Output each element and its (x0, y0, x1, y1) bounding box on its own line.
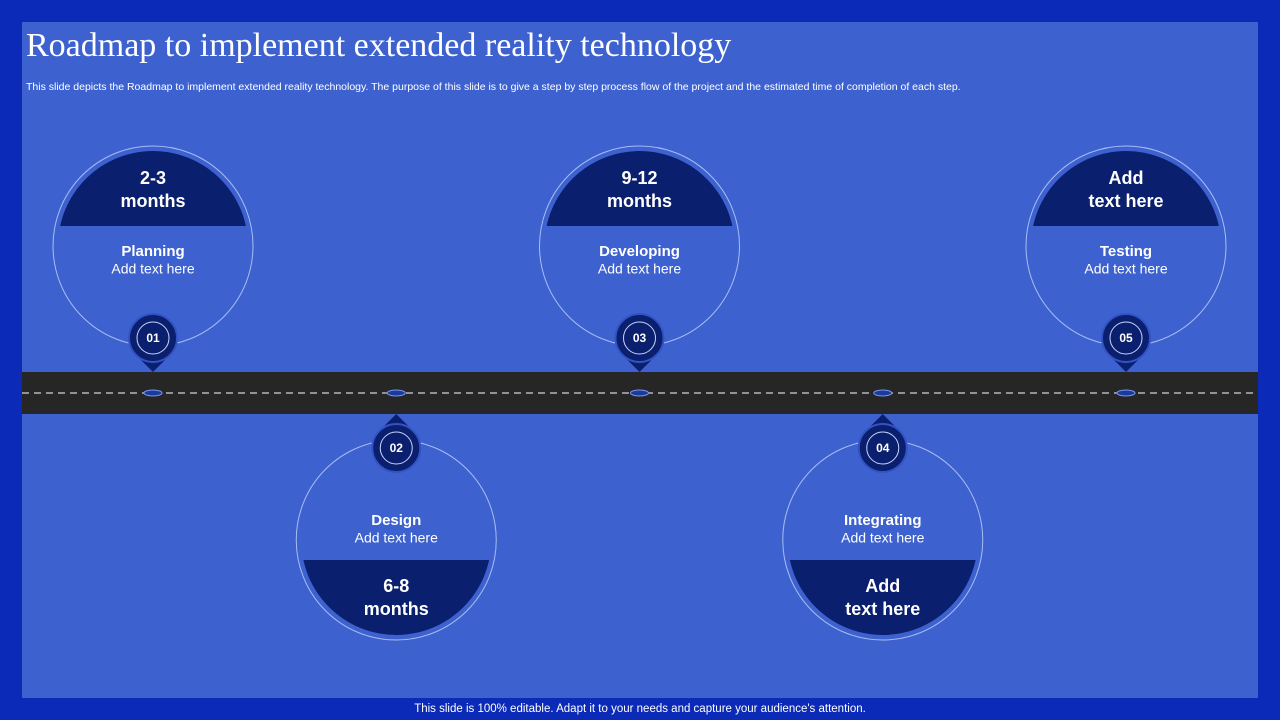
pin-ring (379, 431, 413, 465)
pin-ring (1109, 321, 1143, 355)
road-marker (143, 389, 163, 397)
step-name: Planning (121, 243, 184, 260)
road-marker (873, 389, 893, 397)
step-duration: Add (1109, 168, 1144, 188)
step-text: Add text here (111, 261, 194, 277)
subtitle: This slide depicts the Roadmap to implem… (26, 81, 961, 93)
road-marker (386, 389, 406, 397)
pin-ring (866, 431, 900, 465)
step-name: Developing (599, 243, 680, 260)
pin-ring (136, 321, 170, 355)
step-name: Integrating (844, 512, 922, 529)
step-name: Design (371, 512, 421, 529)
step-duration: months (121, 191, 186, 211)
pin (1101, 313, 1151, 363)
step-name: Testing (1100, 243, 1152, 260)
pin (614, 313, 665, 363)
step-text: Add text here (1084, 261, 1167, 277)
step-text: Add text here (355, 530, 438, 546)
road-marker (1116, 389, 1136, 397)
step-text: Add text here (598, 261, 681, 277)
pin (371, 423, 422, 473)
step-duration: months (364, 599, 429, 619)
step-duration: 2-3 (140, 168, 166, 188)
step-duration: months (607, 191, 672, 211)
pin (128, 313, 178, 363)
step-number: 02 (390, 441, 404, 455)
step-duration: 6-8 (383, 576, 409, 596)
step-number: 03 (633, 331, 647, 345)
step-text: Add text here (841, 530, 924, 546)
step-number: 05 (1119, 331, 1133, 345)
footer: This slide is 100% editable. Adapt it to… (414, 703, 866, 715)
step-number: 04 (876, 441, 890, 455)
step-duration: text here (1088, 191, 1163, 211)
road-marker (630, 389, 649, 397)
title: Roadmap to implement extended reality te… (26, 27, 731, 64)
pin-ring (623, 321, 656, 355)
step-duration: 9-12 (621, 168, 657, 188)
pin (857, 423, 908, 473)
step-duration: Add (865, 576, 900, 596)
step-duration: text here (845, 599, 920, 619)
step-number: 01 (146, 331, 160, 345)
